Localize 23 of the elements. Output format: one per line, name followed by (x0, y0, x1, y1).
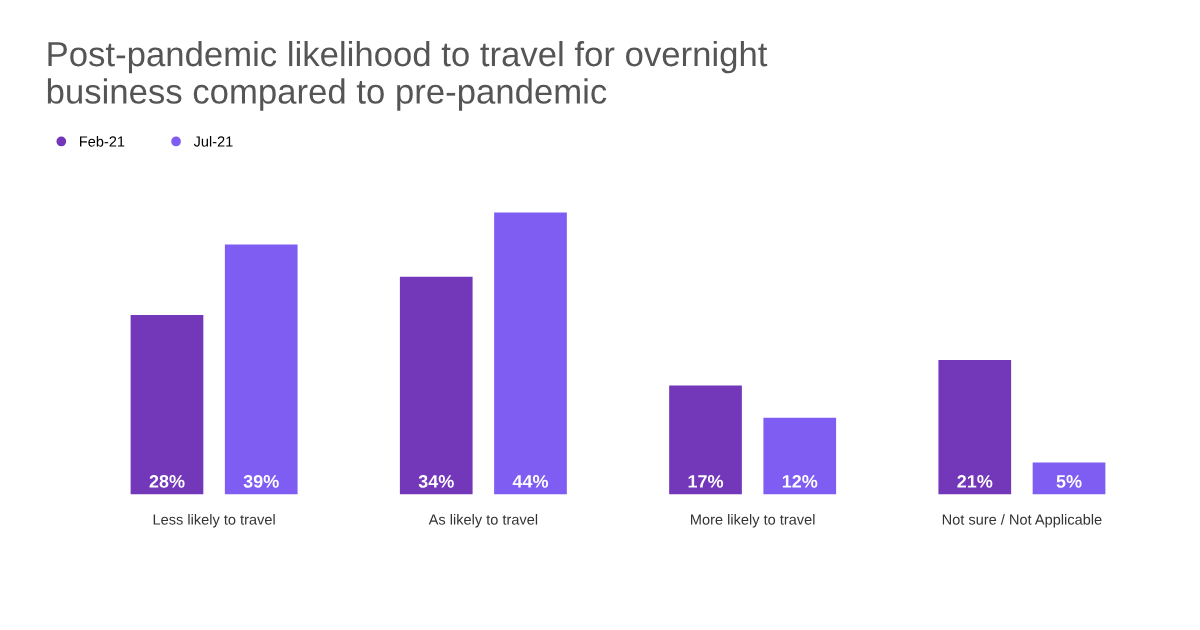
data-label: 5% (1056, 475, 1082, 488)
bar (669, 385, 742, 495)
data-label: 39% (243, 474, 279, 488)
bar (494, 212, 567, 495)
bar (763, 417, 837, 495)
data-label: 17% (688, 475, 724, 488)
data-label: 12% (782, 474, 818, 488)
bar (224, 244, 298, 495)
data-label: 28% (149, 474, 185, 488)
data-label: 21% (957, 474, 993, 488)
data-label: 34% (418, 474, 454, 488)
x-tick-label: More likely to travel (691, 513, 815, 528)
data-label: 44% (512, 475, 549, 488)
bar (130, 315, 204, 495)
x-tick-label: Less likely to travel (153, 513, 275, 528)
chart-title: Post-pandemic likelihood to travel for overnight business compared to pre-pandemic (47, 40, 768, 111)
legend-label: Feb-21 (80, 135, 125, 147)
legend-label: Jul-21 (193, 135, 233, 147)
bar (399, 276, 473, 495)
x-tick-label: As likely to travel (428, 513, 538, 528)
bar (938, 359, 1012, 495)
x-tick-label: Not sure / Not Applicable (942, 513, 1102, 528)
bar (1032, 462, 1106, 495)
